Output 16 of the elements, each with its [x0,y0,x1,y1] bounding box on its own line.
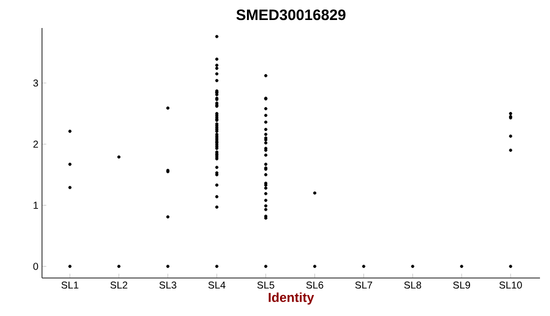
x-tick-label: SL5 [257,282,274,289]
y-tick-label: 1 [34,202,38,209]
chart-title: SMED30016829 [236,10,346,20]
x-tick-label: SL1 [61,282,78,289]
y-tick-label: 0 [33,262,38,270]
x-tick-label: SL6 [306,282,324,289]
x-tick-label: SL3 [159,282,176,289]
x-tick-label: SL10 [499,282,522,289]
x-tick-label: SL4 [208,282,226,289]
x-tick-label: SL2 [110,282,128,289]
y-tick-label: 2 [33,140,38,148]
x-tick-label: SL7 [355,282,372,289]
x-axis-title: Identity [268,292,314,305]
x-tick-label: SL9 [453,282,470,289]
x-tick-label: SL8 [404,282,422,289]
y-tick-label: 3 [33,79,38,87]
